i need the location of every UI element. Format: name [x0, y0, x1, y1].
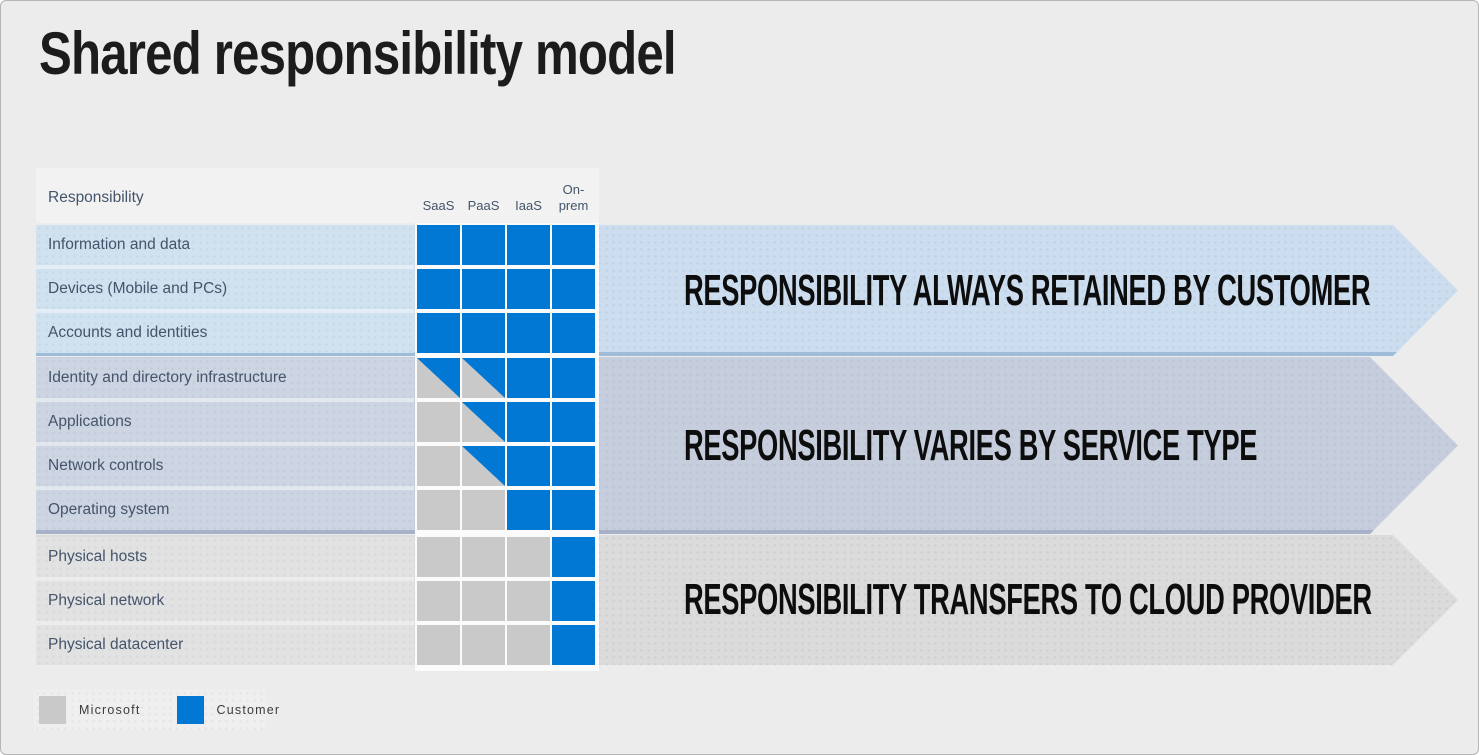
legend-customer-label: Customer: [216, 703, 281, 717]
matrix-cell-microsoft: [507, 537, 550, 577]
matrix-cell-customer: [552, 537, 595, 577]
matrix-cell-microsoft: [417, 402, 460, 442]
matrix-cell-customer: [417, 225, 460, 265]
legend-microsoft-label: Microsoft: [79, 703, 141, 717]
row-label: Identity and directory infrastructure: [36, 358, 414, 398]
row-label: Physical network: [36, 581, 414, 621]
responsibility-column-header: Responsibility: [48, 189, 144, 206]
matrix-cell-customer: [552, 402, 595, 442]
band-varies-label: RESPONSIBILITY VARIES BY SERVICE TYPE: [684, 420, 1258, 470]
matrix-cell-microsoft: [462, 490, 505, 530]
matrix-cell-customer: [462, 313, 505, 353]
band-transfers-label: RESPONSIBILITY TRANSFERS TO CLOUD PROVID…: [684, 575, 1372, 624]
legend-item-microsoft: Microsoft: [39, 696, 141, 724]
matrix-cell-customer: [552, 490, 595, 530]
matrix-cell-customer: [552, 313, 595, 353]
matrix-cell-customer: [552, 358, 595, 398]
matrix-cell-microsoft: [462, 537, 505, 577]
row-label: Operating system: [36, 490, 414, 530]
column-header-saas: SaaS: [422, 197, 455, 213]
matrix-cell-microsoft: [507, 625, 550, 665]
row-label: Physical hosts: [36, 537, 414, 577]
row-label: Physical datacenter: [36, 625, 414, 665]
row-label: Applications: [36, 402, 414, 442]
matrix-cell-microsoft: [417, 446, 460, 486]
matrix-cell-customer: [417, 269, 460, 309]
row-label: Network controls: [36, 446, 414, 486]
matrix-cell-customer: [507, 402, 550, 442]
page-title: Shared responsibility model: [39, 20, 677, 87]
matrix-cell-shared: [462, 446, 505, 486]
row-label: Information and data: [36, 225, 414, 265]
matrix-cell-customer: [507, 313, 550, 353]
column-header-iaas: IaaS: [515, 197, 542, 213]
matrix-cell-shared: [417, 358, 460, 398]
microsoft-color-swatch: [39, 696, 66, 724]
matrix-cell-customer: [507, 490, 550, 530]
matrix-cell-customer: [462, 269, 505, 309]
matrix-cell-customer: [552, 446, 595, 486]
matrix-cell-customer: [507, 358, 550, 398]
matrix-cell-microsoft: [507, 581, 550, 621]
row-label: Devices (Mobile and PCs): [36, 269, 414, 309]
table-header-strip: [36, 168, 599, 223]
row-label: Accounts and identities: [36, 313, 414, 353]
matrix-cell-microsoft: [417, 537, 460, 577]
legend: Microsoft Customer: [34, 690, 279, 730]
matrix-cell-customer: [507, 446, 550, 486]
column-header-onprem: On-prem: [558, 182, 589, 213]
matrix-cell-microsoft: [462, 625, 505, 665]
matrix-cell-shared: [462, 402, 505, 442]
matrix-cell-customer: [462, 225, 505, 265]
band-retained-label: RESPONSIBILITY ALWAYS RETAINED BY CUSTOM…: [684, 265, 1371, 315]
customer-color-swatch: [176, 696, 204, 724]
matrix-cell-customer: [417, 313, 460, 353]
legend-item-customer: Customer: [176, 696, 281, 724]
matrix-cell-shared: [462, 358, 505, 398]
column-header-paas: PaaS: [467, 197, 500, 213]
matrix-cell-microsoft: [417, 581, 460, 621]
matrix-cell-microsoft: [417, 490, 460, 530]
matrix-cell-customer: [552, 269, 595, 309]
matrix-cell-microsoft: [417, 625, 460, 665]
matrix-cell-microsoft: [462, 581, 505, 621]
matrix-cell-customer: [552, 625, 595, 665]
matrix-cell-customer: [507, 269, 550, 309]
matrix-cell-customer: [507, 225, 550, 265]
matrix-cell-customer: [552, 225, 595, 265]
matrix-cell-customer: [552, 581, 595, 621]
